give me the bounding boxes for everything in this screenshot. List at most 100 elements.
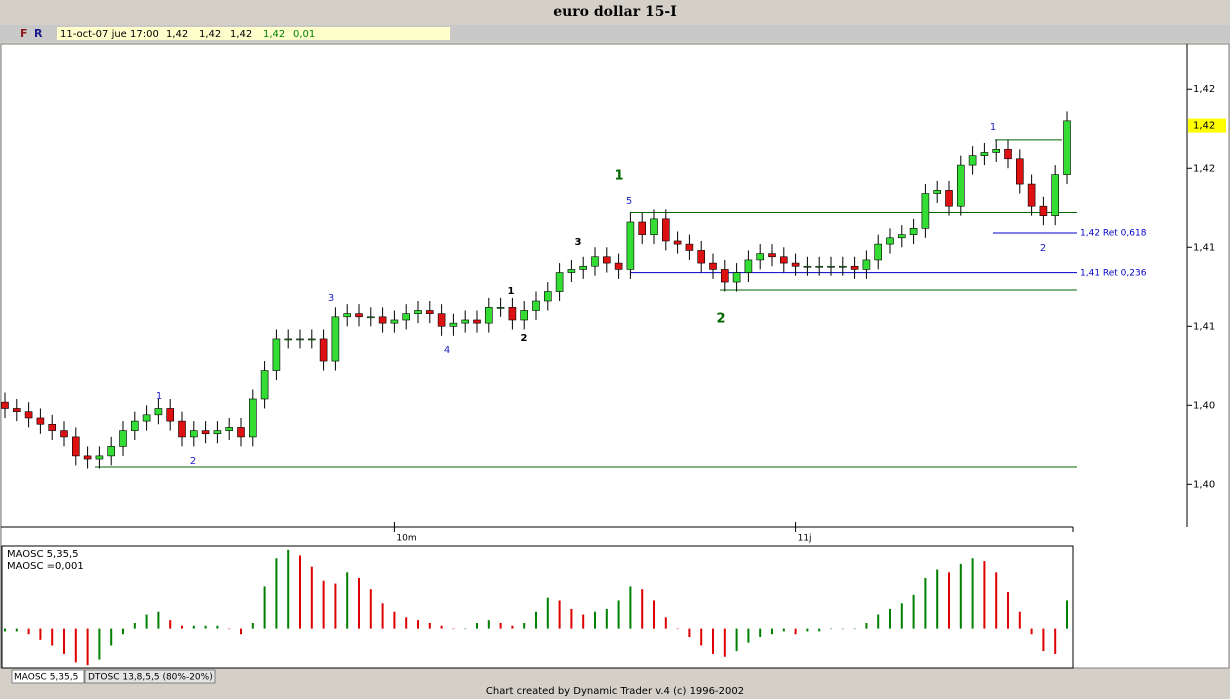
oscillator-bar xyxy=(924,577,927,629)
candle-body xyxy=(697,250,706,264)
candle-body xyxy=(756,253,765,261)
oscillator-title: MAOSC 5,35,5 xyxy=(7,549,78,560)
candle-body xyxy=(484,307,493,324)
candle-body xyxy=(36,417,45,425)
oscillator-bar xyxy=(759,628,762,638)
oscillator-bar xyxy=(782,628,785,632)
oscillator-bar xyxy=(511,625,514,629)
wave-label: 4 xyxy=(444,345,450,356)
oscillator-bar xyxy=(275,558,278,629)
oscillator-bar xyxy=(865,622,868,629)
oscillator-bar xyxy=(594,611,596,629)
info-change: 0,01 xyxy=(293,29,315,40)
candle-body xyxy=(933,190,942,194)
oscillator-bar xyxy=(428,622,431,629)
wave-label: 2 xyxy=(716,312,725,327)
tab[interactable] xyxy=(84,669,216,684)
candle-body xyxy=(543,291,552,302)
candle-body xyxy=(709,262,717,270)
candle-body xyxy=(1027,183,1036,207)
wave-label: 3 xyxy=(575,237,582,248)
candle-body xyxy=(732,272,741,283)
oscillator-bar xyxy=(15,628,18,632)
oscillator-bar xyxy=(995,572,998,629)
oscillator-bar xyxy=(723,628,726,657)
candle-body xyxy=(496,307,505,309)
candle-body xyxy=(154,408,163,416)
info-close: 1,42 xyxy=(263,29,285,40)
oscillator-bar xyxy=(582,614,585,629)
oscillator-bar xyxy=(664,617,667,629)
oscillator-bar xyxy=(546,597,549,629)
x-tick-label: 10m xyxy=(396,534,416,544)
oscillator-bar xyxy=(251,622,254,629)
candle-body xyxy=(650,218,658,235)
oscillator-bar xyxy=(712,628,714,654)
oscillator-bar xyxy=(877,614,880,629)
candle-body xyxy=(591,256,599,267)
candle-body xyxy=(661,218,670,242)
wave-label: 2 xyxy=(1040,243,1046,254)
candle-body xyxy=(343,313,352,318)
toolbar-button[interactable]: F xyxy=(20,27,28,40)
oscillator-bar xyxy=(204,625,207,629)
candle-body xyxy=(1004,149,1012,160)
oscillator-bar xyxy=(523,622,526,629)
candle-body xyxy=(945,190,953,207)
oscillator-bar xyxy=(4,628,6,632)
tab[interactable] xyxy=(11,669,85,684)
oscillator-bar xyxy=(912,594,915,629)
candle-body xyxy=(1063,120,1071,175)
candle-body xyxy=(225,427,233,431)
candle-body xyxy=(1,401,9,409)
oscillator-bar xyxy=(735,628,738,652)
tab-label[interactable]: MAOSC 5,35,5 xyxy=(14,673,78,683)
oscillator-bar xyxy=(889,608,891,629)
window-title: euro dollar 15-I xyxy=(553,4,677,20)
oscillator-bar xyxy=(145,614,148,629)
candle-body xyxy=(779,256,788,264)
oscillator-bar xyxy=(1007,592,1009,629)
oscillator-bar xyxy=(322,580,325,629)
candle-body xyxy=(307,338,316,341)
oscillator-bar xyxy=(983,561,986,629)
info-box xyxy=(57,27,450,40)
oscillator-bar xyxy=(39,628,42,640)
oscillator-bar xyxy=(688,628,691,638)
candle-body xyxy=(142,414,151,422)
oscillator-bar xyxy=(1030,628,1033,635)
tab-bar xyxy=(0,669,1230,685)
candle-body xyxy=(968,155,977,166)
candle-body xyxy=(461,319,470,324)
oscillator-bar xyxy=(771,628,773,635)
y-tick-label: 1,41 xyxy=(1193,321,1215,332)
oscillator-bar xyxy=(228,628,231,630)
oscillator-bar xyxy=(464,628,467,630)
candle-body xyxy=(131,420,139,431)
wave-label: 1,42 Ret 0,618 xyxy=(1080,229,1147,239)
candle-body xyxy=(425,310,434,314)
oscillator-panel xyxy=(1,545,1074,669)
oscillator-bar xyxy=(1066,600,1068,629)
candle-body xyxy=(272,338,281,371)
last-price-label: 1,42 xyxy=(1193,121,1215,132)
oscillator-bar xyxy=(263,586,266,629)
candle-body xyxy=(685,243,694,251)
toolbar-button[interactable]: R xyxy=(34,27,43,40)
y-tick-label: 1,40 xyxy=(1193,479,1215,490)
oscillator-bar xyxy=(700,628,703,646)
info-high: 1,42 xyxy=(199,29,221,40)
oscillator-bar xyxy=(369,589,372,629)
oscillator-bar xyxy=(900,603,903,629)
oscillator-bar xyxy=(948,572,950,629)
oscillator-bar xyxy=(157,611,160,629)
candle-body xyxy=(107,446,115,457)
tab-label[interactable]: DTOSC 13,8,5,5 (80%-20%) xyxy=(88,673,213,683)
oscillator-bar xyxy=(818,628,821,632)
candle-body xyxy=(909,228,918,235)
wave-label: 2 xyxy=(521,333,528,344)
info-open: 1,42 xyxy=(166,29,188,40)
candle-body xyxy=(72,436,80,457)
